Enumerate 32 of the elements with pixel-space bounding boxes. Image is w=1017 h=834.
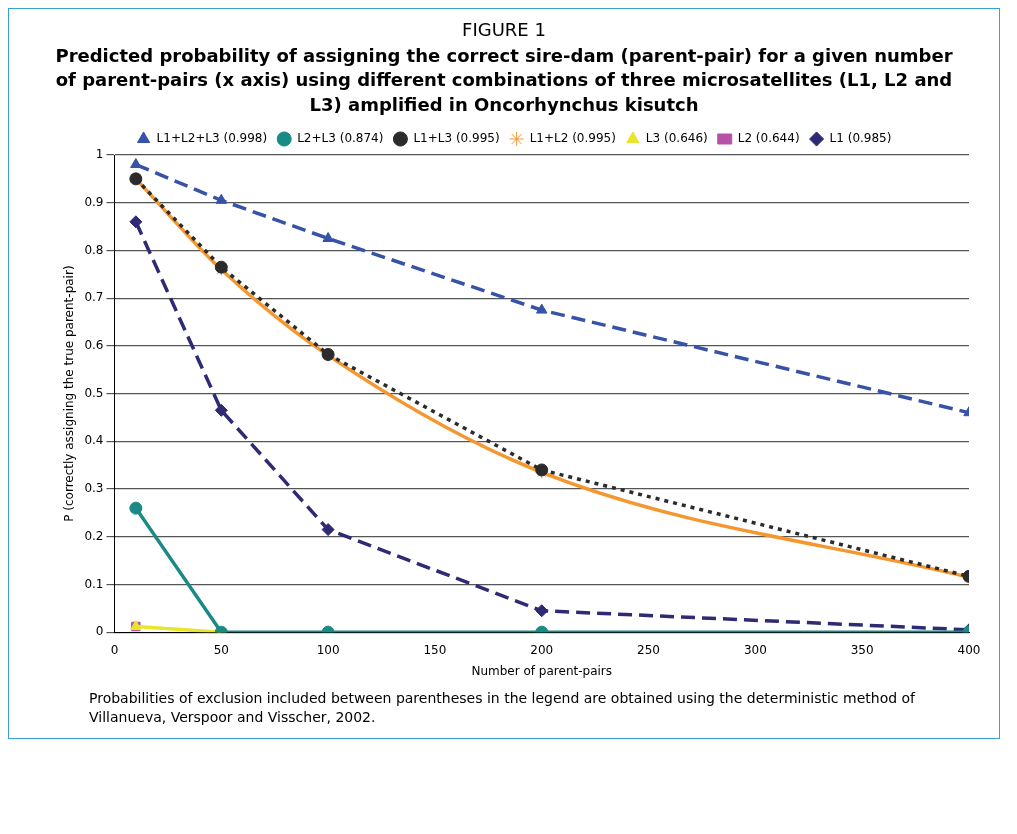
legend-label: L1+L2+L3 (0.998) (156, 131, 268, 146)
legend-label: L1 (0.985) (829, 131, 892, 146)
y-tick-label: 0.1 (84, 576, 104, 591)
y-tick-label: 0.8 (84, 242, 104, 257)
legend-label: L3 (0.646) (645, 131, 708, 146)
x-tick-label: 350 (850, 642, 874, 657)
y-axis-title: P (correctly assigning the true parent-pair) (62, 265, 77, 522)
y-tick-label: 0.9 (84, 194, 104, 209)
y-tick-label: 0.5 (84, 385, 104, 400)
x-tick-label: 300 (743, 642, 767, 657)
x-tick-label: 400 (957, 642, 981, 657)
legend-label: L2+L3 (0.874) (297, 131, 384, 146)
legend-label: L2 (0.644) (737, 131, 800, 146)
y-tick-label: 0.3 (84, 481, 104, 496)
chart-title: FIGURE 1 (461, 19, 547, 40)
chart-subtitle: Predicted probability of assigning the correct sire-dam (parent-pair) for a given number of parent-pairs (x axis) using different combinations of three microsatellites (L1, L2 and L3) amplified in Oncorhynchus kisutch (54, 44, 954, 117)
legend-label: L1+L2 (0.995) (529, 131, 616, 146)
x-tick-label: 100 (316, 642, 340, 657)
text: Probabilities of exclusion included between parentheses in the legend are obtained using the deterministic method of Villanueva, Verspoor and Visscher, 2002. (89, 688, 917, 728)
y-tick-label: 1 (95, 147, 104, 162)
y-tick-label: 0.2 (84, 528, 104, 543)
x-axis-title: Number of parent-pairs (471, 663, 613, 678)
x-tick-label: 0 (110, 642, 119, 657)
x-tick-label: 250 (637, 642, 661, 657)
x-tick-label: 50 (213, 642, 229, 657)
y-tick-label: 0.4 (84, 433, 104, 448)
x-tick-label: 150 (423, 642, 447, 657)
x-tick-label: 200 (530, 642, 554, 657)
legend-label: L1+L3 (0.995) (413, 131, 500, 146)
y-tick-label: 0 (95, 624, 104, 639)
y-tick-label: 0.6 (84, 337, 104, 352)
y-tick-label: 0.7 (84, 290, 104, 305)
